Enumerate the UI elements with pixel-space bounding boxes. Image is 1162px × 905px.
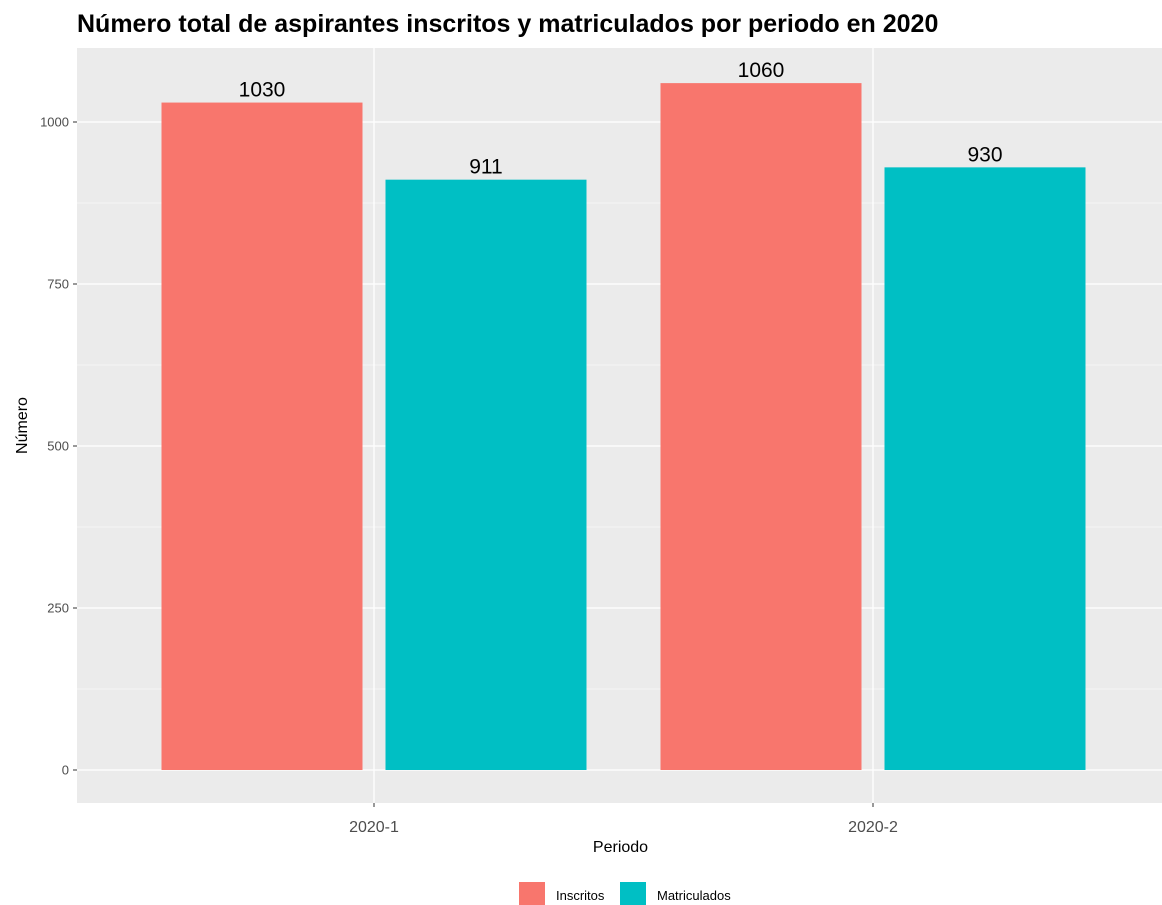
bar-inscritos-2020-2	[660, 83, 862, 771]
legend-label-matriculados: Matriculados	[657, 888, 731, 903]
legend-label-inscritos: Inscritos	[556, 888, 605, 903]
x-axis-title: Periodo	[593, 839, 648, 856]
legend-key-matriculados	[620, 882, 646, 905]
data-label: 930	[967, 143, 1002, 166]
chart-title: Número total de aspirantes inscritos y m…	[77, 10, 939, 38]
bar-matriculados-2020-2	[884, 167, 1086, 771]
y-axis-title: Número	[14, 397, 31, 454]
bar-inscritos-2020-1	[161, 102, 363, 770]
data-label: 1060	[738, 59, 785, 82]
bar-matriculados-2020-1	[385, 179, 587, 770]
x-tick-label: 2020-2	[848, 819, 898, 836]
data-label: 911	[469, 156, 502, 179]
y-tick-label: 500	[47, 439, 69, 454]
y-tick-label: 750	[47, 277, 69, 292]
legend-key-inscritos	[519, 882, 545, 905]
y-tick-label: 1000	[40, 115, 69, 130]
y-tick-label: 250	[47, 601, 69, 616]
y-tick-label: 0	[62, 763, 69, 778]
data-label: 1030	[239, 79, 286, 102]
x-tick-label: 2020-1	[349, 819, 399, 836]
